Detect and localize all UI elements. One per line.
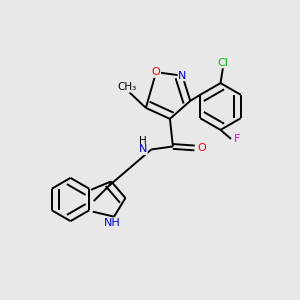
Text: O: O <box>197 143 206 153</box>
Text: O: O <box>152 67 161 77</box>
Text: F: F <box>234 134 240 144</box>
Text: CH₃: CH₃ <box>117 82 136 92</box>
Text: Cl: Cl <box>218 58 228 68</box>
Text: H: H <box>139 136 147 146</box>
Text: N: N <box>178 71 187 81</box>
Text: NH: NH <box>104 218 121 228</box>
Text: N: N <box>139 145 147 154</box>
